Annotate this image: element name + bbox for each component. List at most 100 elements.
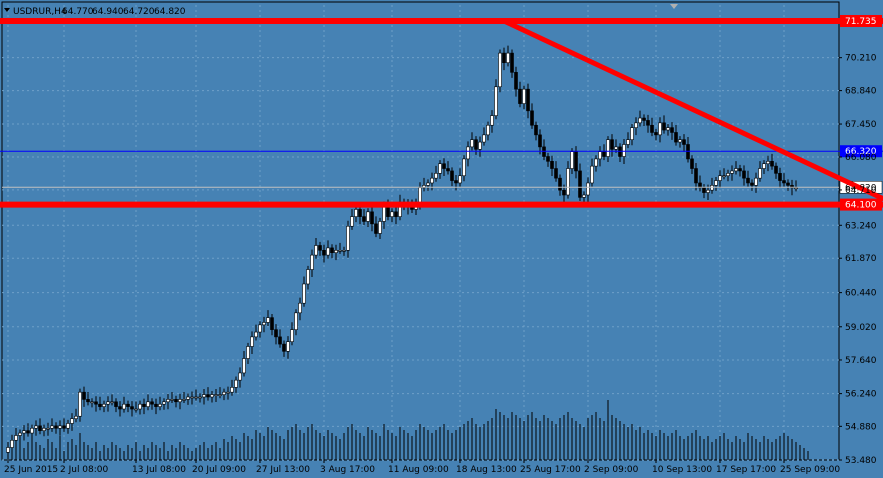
candle-body: [298, 302, 302, 314]
candle: [354, 205, 358, 223]
candle: [282, 340, 286, 357]
candle-body: [14, 435, 18, 441]
candle: [762, 160, 766, 175]
candle: [726, 169, 730, 182]
candle: [338, 242, 342, 254]
shift-marker-icon[interactable]: [670, 4, 678, 9]
candle-body: [58, 425, 62, 429]
candle: [90, 398, 94, 408]
candle-body: [274, 329, 278, 338]
candle-body: [30, 427, 34, 434]
candle: [650, 117, 654, 137]
candle: [210, 390, 214, 403]
candle-body: [546, 156, 550, 162]
candle: [438, 160, 442, 179]
candle-body: [590, 165, 594, 184]
candle-body: [226, 391, 230, 394]
candle-body: [506, 52, 510, 64]
candle-body: [674, 132, 678, 143]
candle-body: [502, 52, 506, 64]
candle: [770, 153, 774, 170]
candle: [306, 265, 310, 290]
candle-body: [242, 358, 246, 374]
candle: [662, 115, 666, 134]
candle: [694, 162, 698, 191]
candle-body: [262, 322, 266, 326]
candle: [506, 45, 510, 67]
candle: [718, 170, 722, 189]
candle: [54, 422, 58, 434]
candle: [442, 158, 446, 176]
candle: [102, 400, 106, 413]
candle: [586, 177, 590, 203]
candle: [606, 136, 610, 163]
candle: [362, 209, 366, 226]
candle-body: [6, 447, 10, 453]
candle: [470, 132, 474, 151]
candle-body: [774, 165, 778, 174]
candle: [50, 418, 54, 432]
candle-body: [150, 401, 154, 405]
candle: [550, 155, 554, 176]
candle-body: [138, 403, 142, 410]
candle-body: [662, 122, 666, 131]
candle: [154, 398, 158, 415]
candle: [742, 165, 746, 186]
candle-body: [270, 317, 274, 330]
candle-body: [394, 211, 398, 217]
candle-body: [122, 403, 126, 410]
y-tick-label: 66.080: [845, 153, 877, 163]
candle-body: [250, 336, 254, 347]
candle-body: [630, 127, 634, 140]
candle: [722, 168, 726, 180]
candle-body: [762, 163, 766, 169]
x-tick-label: 11 Aug 09:00: [388, 465, 449, 475]
candle: [14, 428, 18, 444]
candle: [350, 209, 354, 230]
candle: [510, 49, 514, 78]
candle-body: [258, 324, 262, 333]
candle: [194, 389, 198, 401]
candle: [262, 316, 266, 333]
candle-body: [526, 88, 530, 112]
candle-body: [682, 139, 686, 145]
candle: [478, 136, 482, 157]
candle: [142, 398, 146, 415]
candle: [310, 249, 314, 277]
candle-body: [614, 146, 618, 150]
candle-body: [778, 173, 782, 181]
candle-body: [370, 211, 374, 225]
x-tick-label: 3 Aug 17:00: [320, 465, 375, 475]
candle: [458, 168, 462, 187]
candle-body: [166, 399, 170, 403]
candle: [230, 379, 234, 396]
candle: [638, 110, 642, 127]
candle-body: [626, 139, 630, 145]
candle: [82, 386, 86, 407]
candle: [326, 240, 330, 259]
candle: [454, 175, 458, 191]
candle: [666, 124, 670, 136]
candle-body: [194, 396, 198, 399]
triangle-down-icon[interactable]: [4, 8, 10, 12]
candle: [214, 389, 218, 403]
level-tag-blue: [840, 145, 882, 158]
candle-body: [102, 403, 106, 407]
candle: [130, 401, 134, 417]
candle-body: [310, 254, 314, 270]
candle: [754, 172, 758, 193]
candle-body: [378, 221, 382, 234]
candle-body: [442, 163, 446, 169]
candle: [642, 114, 646, 126]
candle: [582, 191, 586, 203]
candle-body: [638, 117, 642, 124]
candle: [614, 139, 618, 153]
candle-body: [690, 158, 694, 169]
candle-body: [62, 425, 66, 429]
candle: [30, 424, 34, 439]
candle: [6, 443, 10, 458]
candle-body: [82, 391, 86, 400]
candle-body: [706, 189, 710, 193]
candle-body: [266, 317, 270, 323]
